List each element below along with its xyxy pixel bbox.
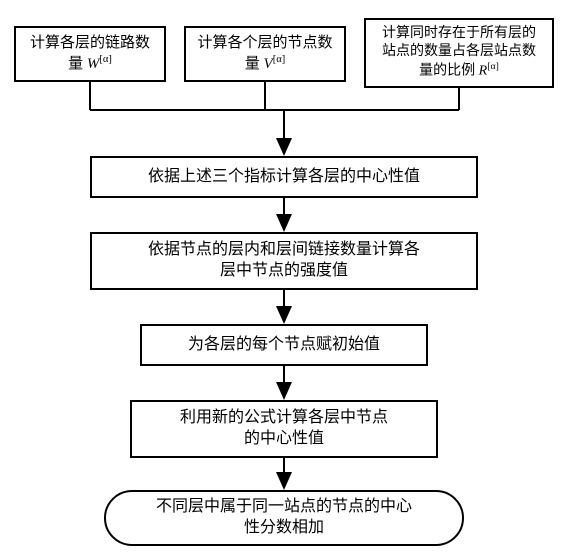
node-top1: 计算各层的链路数 量 W[α] <box>14 26 166 82</box>
node-mid1-text: 依据上述三个指标计算各层的中心性值 <box>148 167 420 188</box>
node-top3-line1: 计算同时存在于所有层的 <box>382 26 536 41</box>
node-top3-line2: 站点的数量占各层站点数 <box>382 44 536 59</box>
node-mid4-line2: 的中心性值 <box>244 430 324 447</box>
node-top1-var: W <box>87 56 100 72</box>
node-mid1: 依据上述三个指标计算各层的中心性值 <box>90 156 478 198</box>
node-mid3: 为各层的每个节点赋初始值 <box>140 324 428 366</box>
node-terminal: 不同层中属于同一站点的节点的中心 性分数相加 <box>104 490 464 546</box>
node-top2: 计算各个层的节点数 量 V[α] <box>184 26 346 82</box>
node-top3-line3: 量的比例 <box>419 64 475 79</box>
node-mid3-text: 为各层的每个节点赋初始值 <box>188 335 380 356</box>
node-top1-line1: 计算各层的链路数 <box>30 35 150 51</box>
node-mid4: 利用新的公式计算各层中节点 的中心性值 <box>130 400 438 458</box>
node-mid4-line1: 利用新的公式计算各层中节点 <box>180 409 388 426</box>
node-top2-line2: 量 <box>245 56 260 72</box>
node-top1-sup: [α] <box>99 54 112 65</box>
node-top3-sup: [α] <box>487 61 499 72</box>
node-mid2-line2: 层中节点的强度值 <box>220 262 348 279</box>
node-top1-line2: 量 <box>68 56 83 72</box>
node-top2-line1: 计算各个层的节点数 <box>197 35 332 51</box>
node-top2-sup: [α] <box>273 54 286 65</box>
node-mid2: 依据节点的层内和层间链接数量计算各 层中节点的强度值 <box>90 232 478 290</box>
node-top2-var: V <box>264 56 273 72</box>
node-top3-var: R <box>479 64 488 79</box>
node-terminal-line1: 不同层中属于同一站点的节点的中心 <box>156 498 412 515</box>
node-top3: 计算同时存在于所有层的 站点的数量占各层站点数 量的比例 R[α] <box>364 18 554 88</box>
node-mid2-line1: 依据节点的层内和层间链接数量计算各 <box>148 241 420 258</box>
node-terminal-line2: 性分数相加 <box>244 519 324 536</box>
